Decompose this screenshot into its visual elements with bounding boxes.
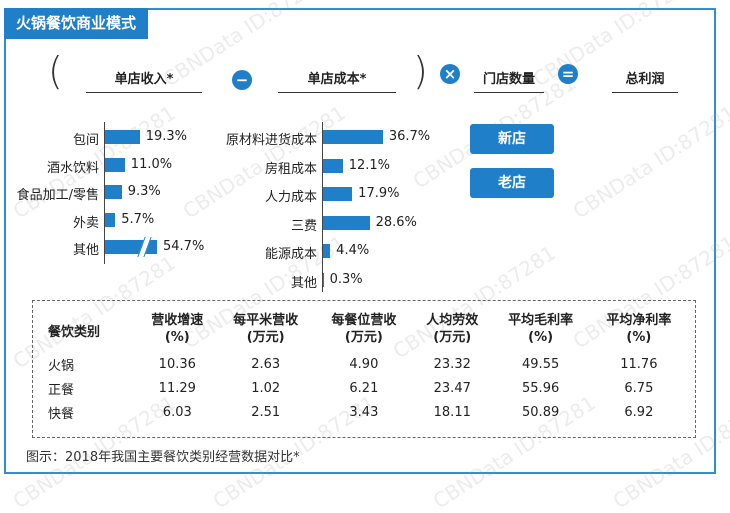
- table-cell: 1.02: [251, 380, 281, 396]
- table-header-cell: 平均毛利率 (%): [508, 313, 574, 345]
- page-title: 火锅餐饮商业模式: [4, 8, 149, 39]
- table-cell: 6.21: [349, 380, 379, 396]
- cost-chart-axis: [322, 122, 323, 292]
- bar-value-label: 0.3%: [329, 272, 363, 287]
- bar-value-label: 11.0%: [130, 156, 173, 172]
- right-bracket: ): [413, 49, 428, 93]
- table-cell: 11.29: [158, 380, 196, 396]
- table-row: 正餐 11.29 1.02 6.21 23.47 55.96 6.75: [40, 376, 688, 400]
- bar: [323, 244, 331, 259]
- bar: [105, 130, 140, 144]
- formula-term-cost: 单店成本*: [278, 68, 396, 93]
- table-cell: 2.63: [251, 356, 281, 372]
- bar-category-label: 酒水饮料: [46, 160, 99, 176]
- bar: [105, 157, 125, 172]
- new-store-button[interactable]: 新店: [470, 124, 554, 154]
- bar: [323, 215, 370, 230]
- old-store-button[interactable]: 老店: [470, 168, 554, 198]
- bar: [105, 212, 116, 227]
- table-cell: 18.11: [433, 404, 471, 420]
- bar-value-label: 28.6%: [375, 214, 417, 230]
- table-cell: 10.36: [158, 356, 196, 372]
- bar-category-label: 其他: [290, 276, 317, 291]
- bar-value-label: 12.1%: [348, 157, 391, 173]
- table-header-cell: 平均净利率 (%): [606, 313, 672, 345]
- bar-value-label: 17.9%: [358, 186, 400, 202]
- table-cell: 55.96: [522, 380, 560, 396]
- table-header-row: 餐饮类别 营收增速 (%) 每平米营收 (万元) 每餐位营收 (万元) 人均劳效 (万元) 平均毛…: [40, 312, 688, 352]
- bar-category-label: 食品加工/零售: [16, 188, 99, 203]
- formula-term-store-count: 门店数量: [474, 68, 544, 93]
- table-header-cell: 营收增速 (%): [151, 313, 204, 345]
- table-row: 火锅 10.36 2.63 4.90 23.32 49.55 11.76: [40, 352, 688, 376]
- bar-value-label: 36.7%: [388, 129, 431, 144]
- equals-operator-icon: =: [558, 64, 578, 84]
- table-cell: 3.43: [349, 404, 379, 420]
- bar-category-label: 三费: [290, 218, 317, 234]
- table-cell: 6.75: [624, 380, 654, 396]
- table-cell: 6.92: [624, 404, 654, 420]
- bar-category-label: 房租成本: [264, 161, 317, 177]
- bar-category-label: 原材料进货成本: [225, 133, 317, 148]
- table-cell: 快餐: [48, 406, 75, 422]
- bar: [323, 273, 324, 287]
- table-header-cell: 每平米营收 (万元): [233, 313, 299, 345]
- bar: [323, 158, 343, 173]
- bar-value-label: 54.7%: [163, 239, 205, 254]
- bar-category-label: 人力成本: [264, 190, 317, 206]
- bar-value-label: 19.3%: [145, 129, 188, 144]
- panel-frame: [4, 8, 716, 474]
- table-header-cell: 餐饮类别: [48, 324, 101, 340]
- table-cell: 4.90: [349, 356, 379, 372]
- table-body: 火锅 10.36 2.63 4.90 23.32 49.55 11.76 正餐 11.29 1.0…: [40, 352, 688, 424]
- table-cell: 11.76: [620, 356, 658, 372]
- table-cell: 正餐: [48, 382, 75, 398]
- bar-value-label: 9.3%: [127, 184, 161, 199]
- table-cell: 火锅: [48, 358, 75, 374]
- formula-term-revenue: 单店收入*: [86, 68, 202, 93]
- bar-value-label: 5.7%: [121, 211, 155, 227]
- bar: [323, 130, 383, 144]
- bar-value-label: 4.4%: [336, 243, 370, 259]
- bar: [323, 187, 353, 202]
- table-row: 快餐 6.03 2.51 3.43 18.11 50.89 6.92: [40, 400, 688, 424]
- multiply-operator-icon: ×: [440, 64, 460, 84]
- bar-category-label: 外卖: [72, 215, 99, 231]
- table-border: [32, 300, 696, 438]
- revenue-chart-axis: [104, 122, 105, 264]
- table-cell: 6.03: [162, 404, 192, 420]
- bar: [105, 185, 122, 199]
- table-cell: 2.51: [251, 404, 281, 420]
- minus-operator-icon: −: [232, 70, 252, 90]
- table-header-cell: 人均劳效 (万元): [426, 313, 479, 345]
- table-cell: 23.32: [433, 356, 471, 372]
- table-cell: 23.47: [433, 380, 471, 396]
- comparison-table: 餐饮类别 营收增速 (%) 每平米营收 (万元) 每餐位营收 (万元) 人均劳效 (万元) 平均毛…: [40, 312, 688, 424]
- table-cell: 49.55: [522, 356, 560, 372]
- figure-caption: 图示：2018年我国主要餐饮类别经营数据对比*: [26, 450, 300, 465]
- bar-category-label: 能源成本: [264, 247, 317, 263]
- formula-result-profit: 总利润: [612, 68, 678, 93]
- bar-category-label: 其他: [72, 243, 99, 258]
- left-bracket: (: [48, 49, 63, 93]
- table-header-cell: 每餐位营收 (万元): [331, 313, 397, 345]
- bar-category-label: 包间: [72, 133, 99, 148]
- table-cell: 50.89: [522, 404, 560, 420]
